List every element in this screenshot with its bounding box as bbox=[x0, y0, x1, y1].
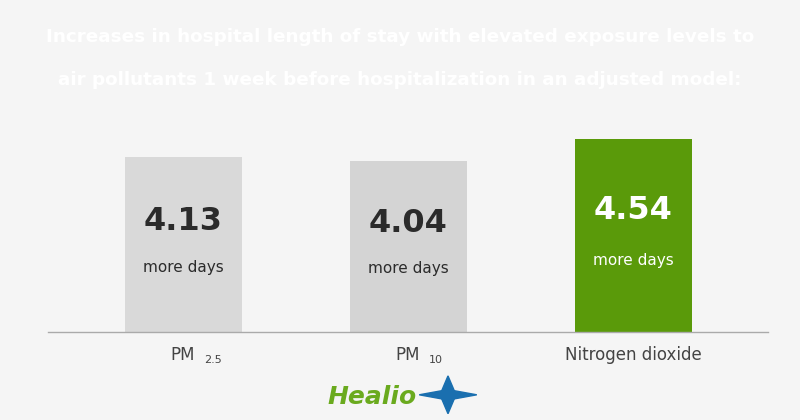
Text: 4.04: 4.04 bbox=[369, 208, 447, 239]
Text: air pollutants 1 week before hospitalization in an adjusted model:: air pollutants 1 week before hospitaliza… bbox=[58, 71, 742, 89]
Text: Healio: Healio bbox=[327, 385, 417, 409]
Text: Increases in hospital length of stay with elevated exposure levels to: Increases in hospital length of stay wit… bbox=[46, 28, 754, 46]
Polygon shape bbox=[419, 390, 477, 400]
Text: 4.13: 4.13 bbox=[143, 206, 222, 237]
Text: 10: 10 bbox=[429, 355, 443, 365]
Bar bbox=[125, 157, 242, 332]
Text: 4.54: 4.54 bbox=[594, 195, 673, 226]
Bar bbox=[574, 139, 691, 332]
Text: more days: more days bbox=[142, 260, 223, 275]
Text: more days: more days bbox=[368, 261, 448, 276]
Text: more days: more days bbox=[593, 253, 674, 268]
Polygon shape bbox=[440, 376, 456, 414]
Text: Nitrogen dioxide: Nitrogen dioxide bbox=[565, 346, 702, 364]
Text: PM: PM bbox=[170, 346, 195, 364]
Text: PM: PM bbox=[396, 346, 420, 364]
Text: 2.5: 2.5 bbox=[204, 355, 222, 365]
Bar bbox=[350, 160, 466, 332]
